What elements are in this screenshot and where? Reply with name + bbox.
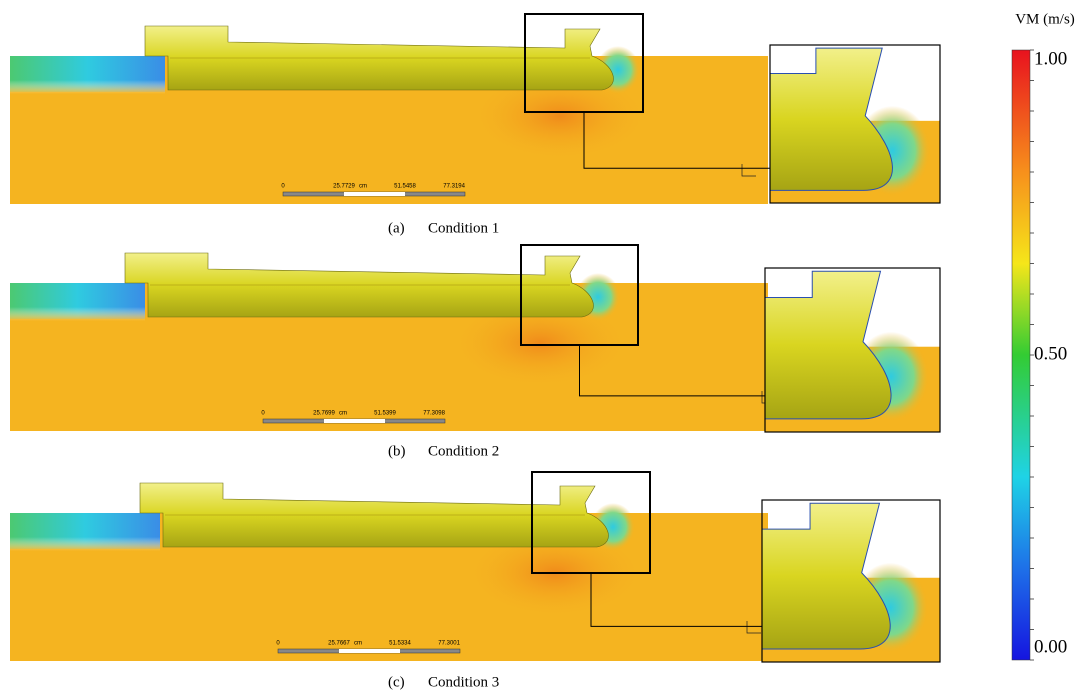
scale-bar-label: cm bbox=[339, 411, 347, 417]
caption-label: (c) bbox=[388, 674, 405, 690]
figure: 025.7729cm51.545877.3194(a)Condition 102… bbox=[0, 0, 1089, 696]
colorbar-label: 1.00 bbox=[1034, 48, 1067, 69]
scale-bar-segment bbox=[324, 419, 385, 423]
colorbar-label: 0.50 bbox=[1034, 343, 1067, 364]
scale-bar-label: 51.5458 bbox=[394, 184, 416, 190]
colorbar bbox=[1012, 50, 1030, 660]
scale-bar-label: 25.7667 bbox=[328, 641, 350, 647]
caption-label: (a) bbox=[388, 220, 405, 236]
caption-text: Condition 2 bbox=[428, 443, 499, 459]
scale-bar-segment bbox=[344, 192, 405, 196]
caption-text: Condition 1 bbox=[428, 220, 499, 236]
scale-bar-label: 51.5399 bbox=[374, 411, 396, 417]
scale-bar-label: cm bbox=[359, 184, 367, 190]
colorbar-title: VM (m/s) bbox=[1015, 11, 1075, 27]
scale-bar-label: 77.3001 bbox=[438, 641, 460, 647]
scale-bar-label: 77.3194 bbox=[443, 184, 465, 190]
scale-bar-label: 25.7699 bbox=[313, 411, 335, 417]
stern-wake-fade bbox=[10, 307, 145, 321]
stern-wake-fade bbox=[10, 537, 160, 551]
scale-bar-segment bbox=[339, 649, 400, 653]
caption-label: (b) bbox=[388, 443, 406, 459]
caption-text: Condition 3 bbox=[428, 674, 499, 690]
colorbar-label: 0.00 bbox=[1034, 636, 1067, 657]
stern-wake-fade bbox=[10, 80, 165, 94]
scale-bar-label: 25.7729 bbox=[333, 184, 355, 190]
scale-bar-label: 51.5334 bbox=[389, 641, 411, 647]
scale-bar-label: cm bbox=[354, 641, 362, 647]
scale-bar-label: 77.3098 bbox=[423, 411, 445, 417]
